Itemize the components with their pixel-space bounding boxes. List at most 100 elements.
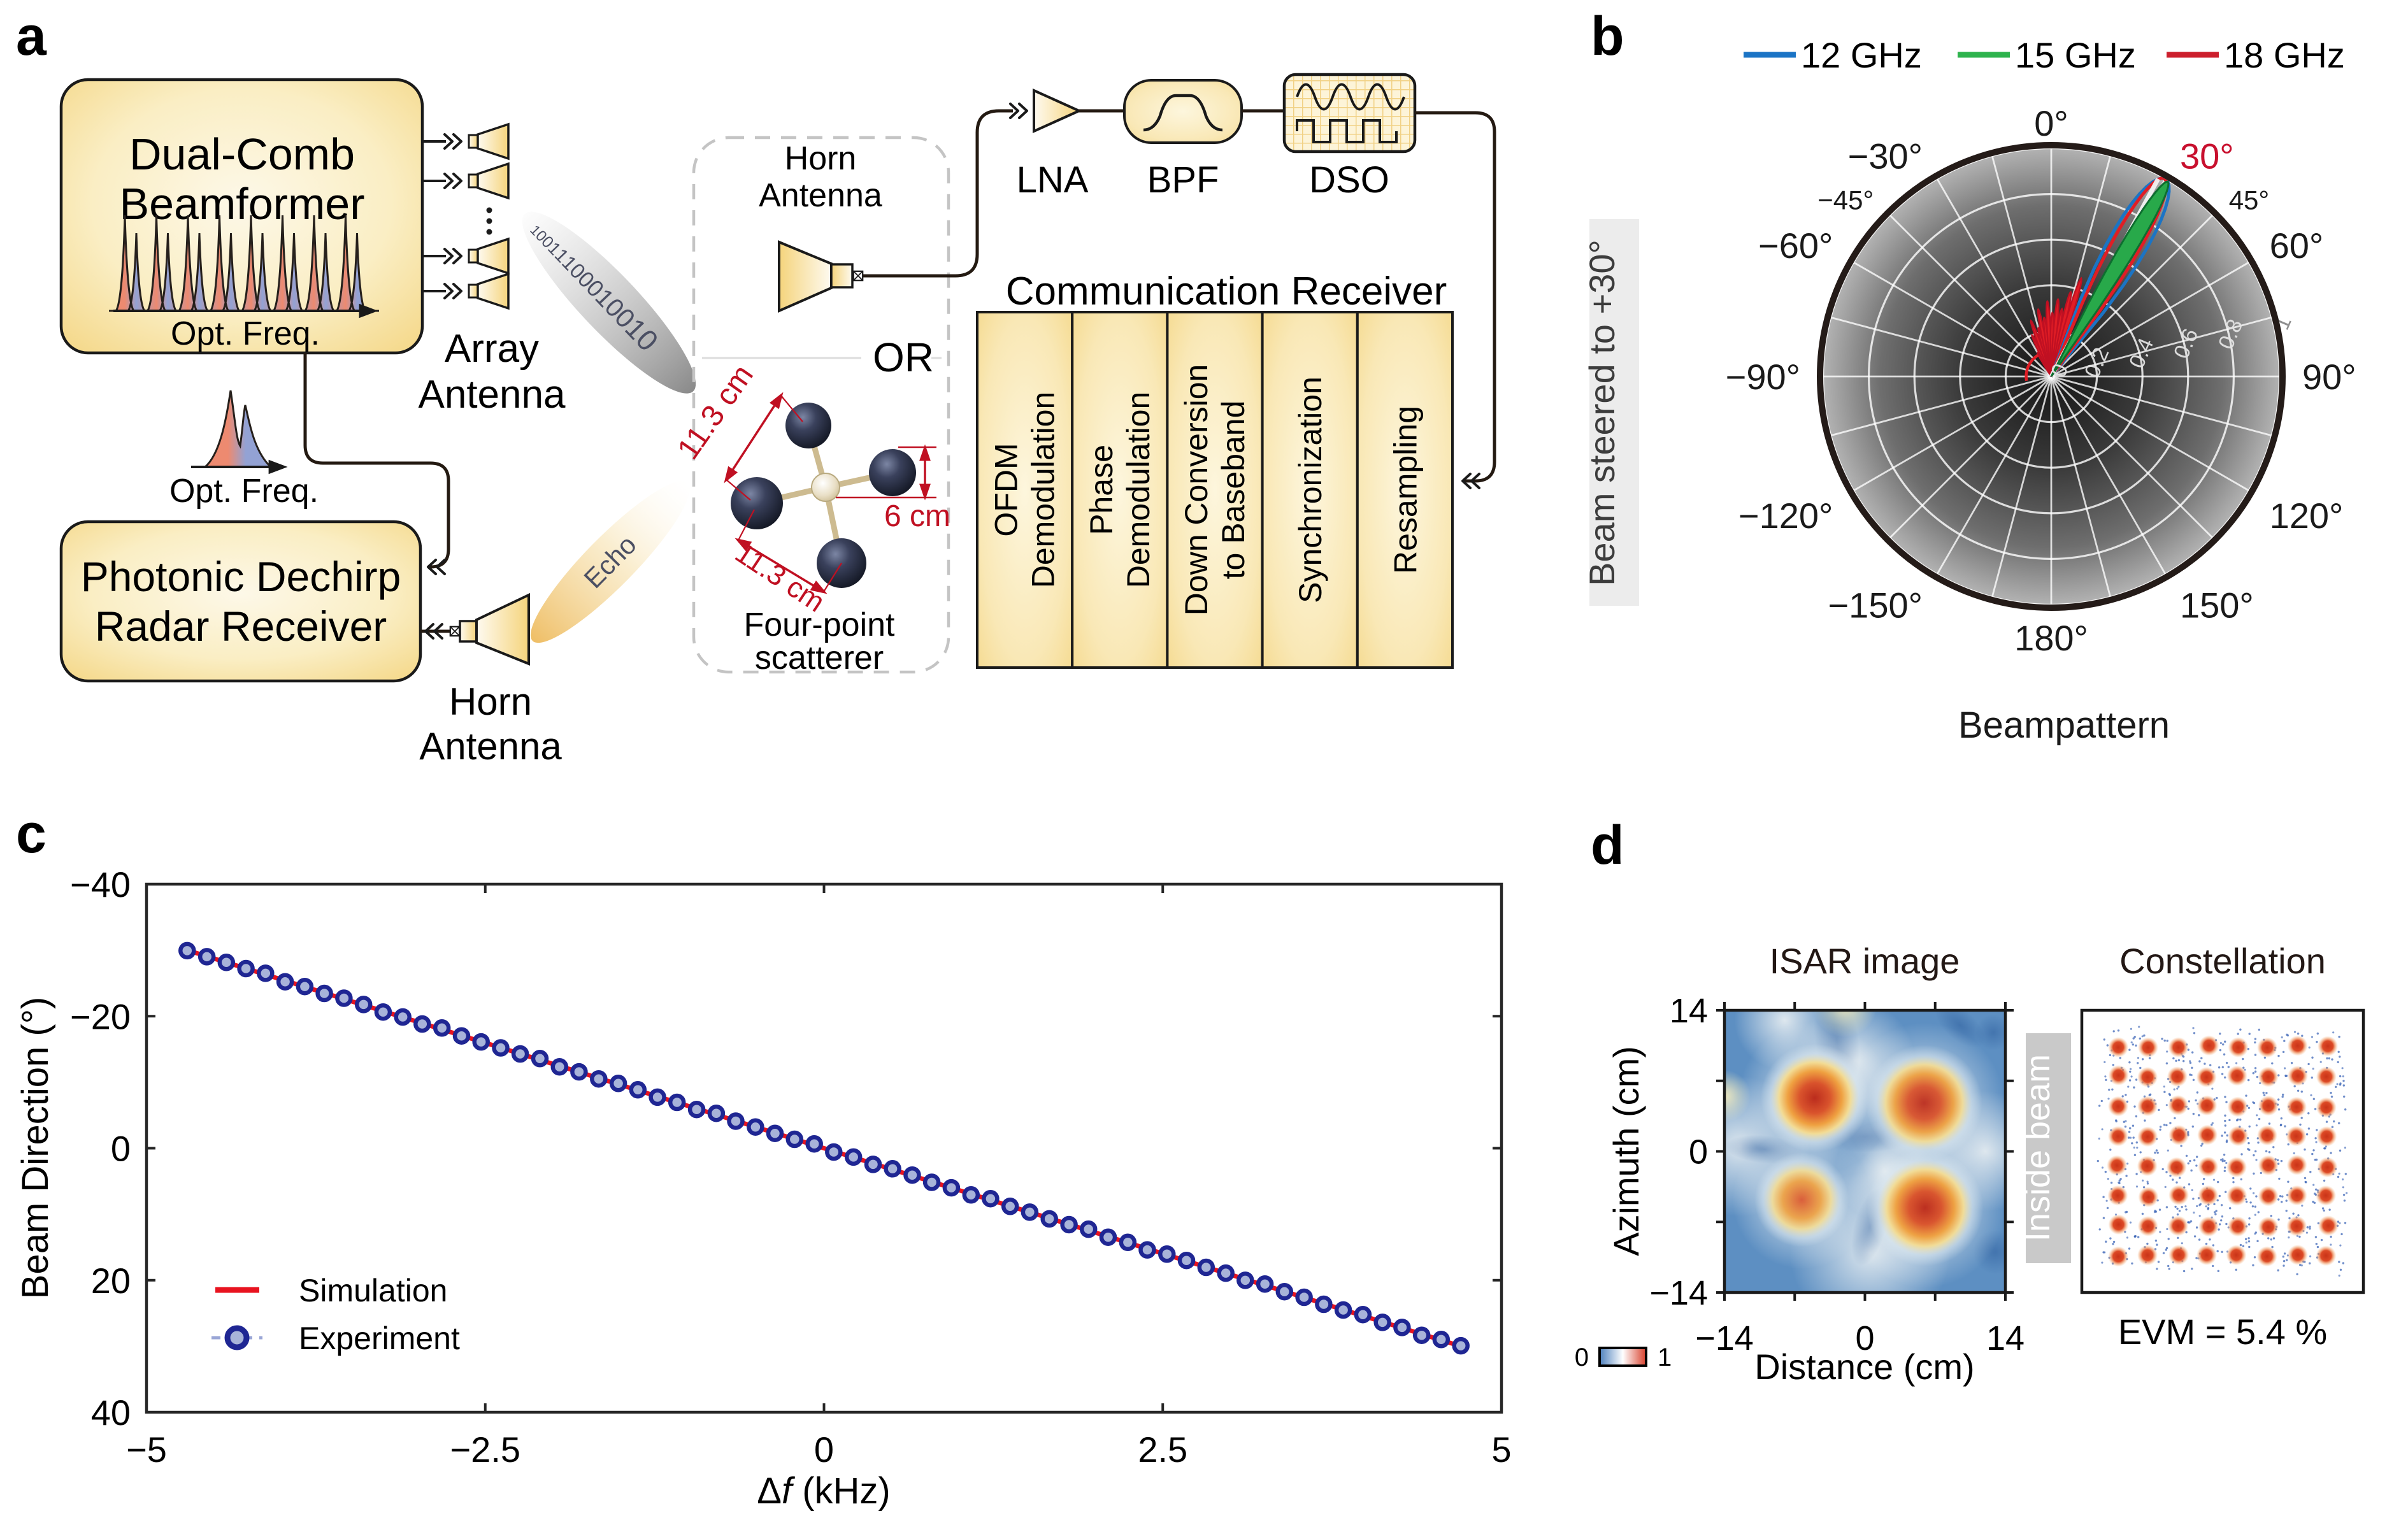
axes-tick-labels: −5 −2.5 0 2.5 5 −40 −20 0 20 40 [70,864,1512,1470]
experiment-point [1158,1245,1176,1263]
dso-label: DSO [1309,159,1389,201]
constellation-noise [2130,1027,2132,1030]
constellation-noise [2107,1178,2109,1180]
constellation-noise [2242,1245,2245,1247]
horn-top-label-line2: Antenna [759,177,882,214]
experiment-point [1177,1251,1196,1270]
constellation-noise [2283,1264,2285,1267]
experiment-point [178,941,196,960]
wire-horn-to-lna [863,109,1013,278]
beampattern-legend: 12 GHz 15 GHz 18 GHz [1744,35,2345,75]
constellation-noise [2119,1178,2122,1180]
constellation-noise [2344,1108,2347,1111]
constellation-noise [2225,1101,2228,1103]
constellation-noise [2225,1139,2228,1142]
isar-x-label: Distance (cm) [1754,1347,1974,1387]
experiment-point [687,1100,706,1119]
horn-bottom-label-line1: Horn [449,680,532,723]
constellation-noise [2272,1146,2275,1149]
constellation-noise [2101,1261,2103,1264]
experiment-point [1452,1336,1470,1355]
target-dashed-box [692,136,950,674]
constellation-noise [2158,1108,2160,1112]
constellation-noise [2277,1098,2280,1101]
angle-label: 150° [2180,585,2254,626]
constellation-noise [2141,1035,2144,1038]
experiment-point [1040,1210,1058,1228]
constellation-noise [2248,1033,2251,1035]
constellation-noise [2138,1026,2140,1028]
constellation-noise [2281,1036,2283,1039]
constellation-noise [2227,1066,2230,1068]
constellation-dot [2226,1185,2247,1206]
experiment-point [1021,1203,1039,1221]
experiment-point [805,1135,823,1153]
experiment-point [452,1027,471,1045]
constellation-noise [2309,1255,2312,1257]
constellation-noise [2141,1058,2144,1061]
constellation-noise [2130,1068,2132,1070]
constellation-noise [2174,1205,2177,1208]
constellation-noise [2124,1125,2127,1128]
constellation-noise [2306,1226,2309,1229]
constellation-noise [2237,1118,2239,1121]
constellation-noise [2225,1222,2228,1226]
constellation-noise [2253,1256,2256,1259]
constellation-noise [2290,1062,2293,1064]
constellation-dot [2318,1036,2339,1057]
constellation-noise [2225,1162,2228,1164]
dual-comb-beamformer-box [59,78,424,355]
constellation-noise [2314,1108,2317,1110]
constellation-noise [2314,1137,2317,1140]
constellation-noise [2297,1089,2300,1092]
constellation-noise [2131,1142,2133,1145]
constellation-noise [2143,1034,2146,1037]
constellation-noise [2167,1149,2169,1152]
constellation-noise [2193,1032,2196,1035]
isar-x-tick-label: 14 [1986,1319,2025,1357]
constellation-noise [2222,1043,2225,1046]
constellation-noise [2177,1236,2179,1240]
experiment-point [296,977,314,996]
constellation-noise [2185,1208,2188,1211]
legend-experiment-marker [224,1325,250,1350]
experiment-point [747,1118,764,1136]
constellation-noise [2106,1206,2109,1210]
constellation-noise [2237,1033,2239,1035]
constellation-noise [2320,1238,2323,1242]
experiment-point [531,1050,549,1068]
polar-spoke [2051,375,2272,437]
constellation-noise [2128,1136,2130,1139]
dual-comb-title-line2: Beamformer [119,179,364,229]
experiment-point [1432,1331,1451,1349]
horn-antenna-bottom-icon [475,592,530,666]
polar-spoke [1991,376,2053,598]
dso-square-wave [1296,119,1398,143]
isar-ticks [1716,1002,2014,1301]
polar-spoke [2051,214,2214,377]
comb-axis-label: Opt. Freq. [171,315,320,352]
constellation-noise [2163,1124,2166,1126]
constellation-noise [2331,1058,2333,1061]
constellation-noise [2154,1239,2158,1242]
angle-label: −120° [1738,496,1833,536]
constellation-noise [2319,1061,2322,1063]
constellation-noise [2169,1122,2172,1124]
polar-spoke [1936,178,2053,377]
array-antenna-label-line1: Array [445,327,539,371]
experiment-point [1119,1233,1137,1252]
constellation-noise [2297,1214,2300,1217]
constellation-noise [2128,1049,2131,1051]
experiment-point [864,1156,882,1173]
constellation-noise [2098,1105,2101,1107]
constellation-noise [2240,1178,2242,1181]
polar-spoke [1853,375,2052,492]
constellation-noise [2281,1096,2284,1098]
constellation-noise [2104,1075,2107,1078]
angle-label: −30° [1848,136,1923,176]
isar-title: ISAR image [1770,941,1960,981]
beam-lobes [2025,176,2171,382]
constellation-dot [2168,1215,2189,1236]
constellation-noise [2193,1159,2196,1162]
